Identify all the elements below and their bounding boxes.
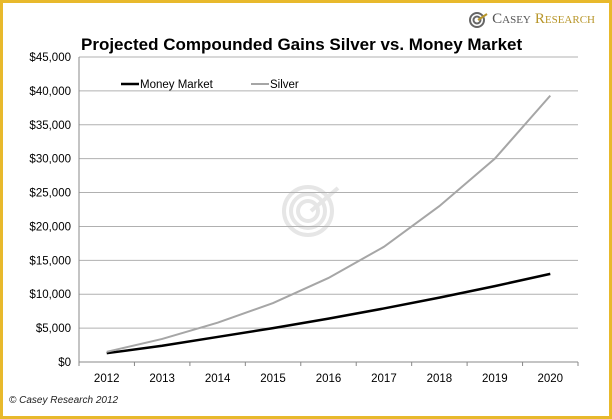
y-tick-label: $45,000 <box>29 52 71 64</box>
y-tick-label: $15,000 <box>29 255 71 267</box>
series-line-money-market <box>106 272 551 355</box>
y-tick-label: $35,000 <box>29 120 71 132</box>
y-tick-label: $40,000 <box>29 86 71 98</box>
y-tick-label: $30,000 <box>29 154 71 166</box>
watermark-ring <box>289 192 327 230</box>
x-tick-label: 2013 <box>149 373 175 385</box>
watermark-ring <box>282 185 334 237</box>
y-tick-label: $0 <box>58 357 71 369</box>
y-tick-label: $20,000 <box>29 221 71 233</box>
x-tick-label: 2015 <box>260 373 286 385</box>
casey-research-logo: Casey Research <box>466 11 595 28</box>
x-tick-label: 2014 <box>205 373 231 385</box>
y-tick-label: $10,000 <box>29 289 71 301</box>
logo-spiral-icon <box>469 11 488 28</box>
x-tick-label: 2018 <box>427 373 453 385</box>
y-tick-label: $25,000 <box>29 188 71 200</box>
logo-research: Research <box>534 11 595 27</box>
logo-casey: Casey <box>492 11 531 27</box>
x-tick-label: 2019 <box>482 373 508 385</box>
x-tick-label: 2020 <box>537 373 563 385</box>
watermark-arrow <box>309 186 340 213</box>
line-chart: $0 $5,000 $10,000 $15,000 $20,000 $25,000 $30,… <box>29 52 579 385</box>
x-tick-label: 2017 <box>371 373 397 385</box>
x-tick-label: 2016 <box>316 373 342 385</box>
copyright: © Casey Research 2012 <box>9 395 119 406</box>
legend-label: Silver <box>270 79 299 91</box>
chart-title: Projected Compounded Gains Silver vs. Mo… <box>81 35 523 54</box>
legend-label: Money Market <box>140 79 214 91</box>
x-tick-label: 2012 <box>94 373 120 385</box>
y-tick-label: $5,000 <box>36 323 71 335</box>
watermark-ring <box>296 199 320 223</box>
